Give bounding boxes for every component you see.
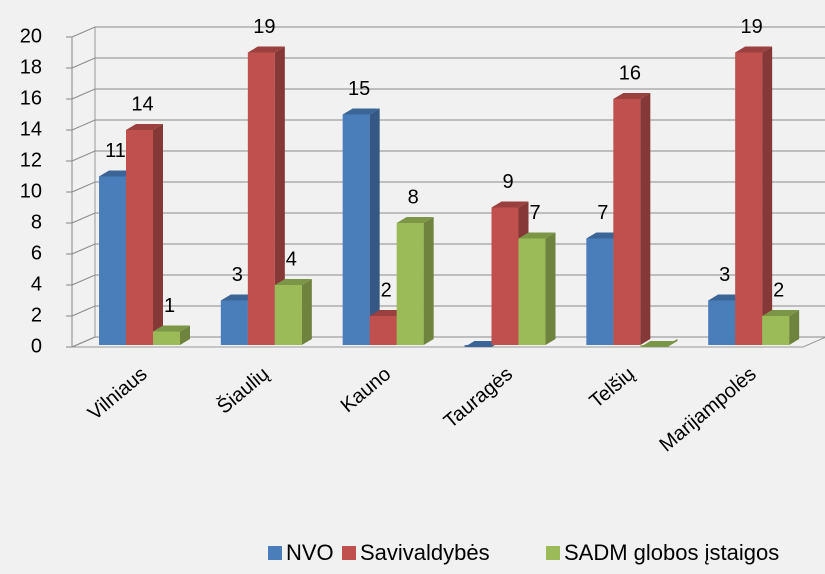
bar-top bbox=[613, 93, 651, 99]
y-tick-label: 18 bbox=[20, 56, 42, 78]
bar-front bbox=[735, 52, 763, 345]
legend-label: SADM globos įstaigos bbox=[564, 540, 779, 565]
legend-swatch bbox=[546, 546, 560, 560]
bar-top bbox=[126, 124, 163, 130]
bar bbox=[613, 93, 651, 345]
y-tick-label: 8 bbox=[31, 211, 42, 233]
bar-side bbox=[180, 325, 190, 345]
data-label: 14 bbox=[131, 93, 153, 115]
data-label: 16 bbox=[619, 62, 641, 84]
y-tick-label: 16 bbox=[20, 87, 42, 109]
bar-side bbox=[762, 46, 773, 345]
data-label: 15 bbox=[348, 78, 370, 100]
bar-front bbox=[613, 99, 641, 345]
grid-line bbox=[71, 150, 825, 162]
grid-line bbox=[71, 88, 825, 100]
y-tick-label: 10 bbox=[20, 180, 42, 202]
bar bbox=[247, 46, 285, 345]
bar-side bbox=[423, 217, 434, 345]
grid-line bbox=[71, 243, 825, 255]
bar-front bbox=[369, 316, 397, 345]
bar-side bbox=[153, 124, 163, 345]
bar-top bbox=[640, 341, 678, 347]
bar bbox=[762, 310, 800, 345]
bar-front bbox=[126, 130, 153, 345]
data-label: 4 bbox=[286, 248, 297, 270]
y-tick-label: 4 bbox=[31, 273, 42, 295]
data-label: 8 bbox=[408, 186, 419, 208]
grid-line bbox=[71, 274, 825, 286]
bar-side bbox=[301, 279, 312, 345]
bar-front bbox=[220, 300, 248, 345]
bar-side bbox=[545, 232, 556, 345]
bar bbox=[126, 124, 163, 345]
grid-line bbox=[71, 181, 825, 193]
bar-front bbox=[99, 176, 126, 345]
data-label: 2 bbox=[381, 279, 392, 301]
bar-front bbox=[274, 285, 302, 345]
legend-swatch bbox=[268, 546, 282, 560]
bar-side bbox=[640, 93, 651, 345]
y-tick-label: 6 bbox=[31, 242, 42, 264]
bar-side bbox=[789, 310, 800, 345]
bar-side bbox=[274, 46, 285, 345]
data-label: 7 bbox=[597, 202, 608, 224]
y-tick-label: 20 bbox=[20, 25, 42, 47]
grid-line bbox=[71, 119, 825, 131]
y-tick-label: 14 bbox=[20, 118, 42, 140]
bar bbox=[735, 46, 773, 345]
grid-line bbox=[71, 336, 825, 348]
bar-top bbox=[518, 232, 556, 239]
data-label: 9 bbox=[502, 171, 513, 193]
bar-front bbox=[396, 223, 424, 345]
bar-front bbox=[518, 238, 546, 345]
data-label: 3 bbox=[232, 264, 243, 286]
bar-front bbox=[153, 331, 180, 345]
bar bbox=[640, 339, 678, 347]
bar-top bbox=[491, 201, 529, 208]
y-tick-label: 0 bbox=[31, 335, 42, 357]
y-tick-label: 2 bbox=[31, 304, 42, 326]
bar bbox=[342, 108, 380, 345]
bar bbox=[153, 325, 190, 345]
bar bbox=[396, 217, 434, 345]
bar bbox=[518, 232, 556, 345]
bar-top bbox=[247, 46, 285, 53]
bar-top bbox=[735, 46, 773, 53]
bar-front bbox=[708, 300, 736, 345]
bar-top bbox=[396, 217, 434, 223]
data-label: 11 bbox=[105, 140, 126, 162]
bar-front bbox=[342, 114, 370, 345]
data-label: 3 bbox=[719, 264, 730, 286]
legend-label: Savivaldybės bbox=[360, 540, 490, 565]
grid-line bbox=[71, 305, 825, 317]
bar-top bbox=[274, 279, 312, 285]
data-label: 1 bbox=[164, 295, 175, 317]
bar-front bbox=[762, 316, 790, 345]
bar-side bbox=[369, 108, 380, 345]
y-tick-label: 12 bbox=[20, 149, 42, 171]
bar-front bbox=[491, 207, 519, 345]
grid-line bbox=[71, 57, 825, 69]
bar-front bbox=[586, 238, 614, 345]
data-label: 7 bbox=[529, 202, 540, 224]
bar-front bbox=[247, 52, 275, 345]
grid-line bbox=[71, 26, 825, 38]
bar-top bbox=[342, 108, 380, 115]
legend-swatch bbox=[342, 546, 356, 560]
legend-label: NVO bbox=[286, 540, 334, 565]
data-label: 19 bbox=[253, 16, 275, 38]
bar-top bbox=[762, 310, 800, 316]
bar bbox=[274, 279, 312, 345]
data-label: 19 bbox=[741, 16, 763, 38]
grid-line bbox=[71, 212, 825, 224]
bar-top bbox=[153, 325, 190, 332]
data-label: 2 bbox=[773, 279, 784, 301]
